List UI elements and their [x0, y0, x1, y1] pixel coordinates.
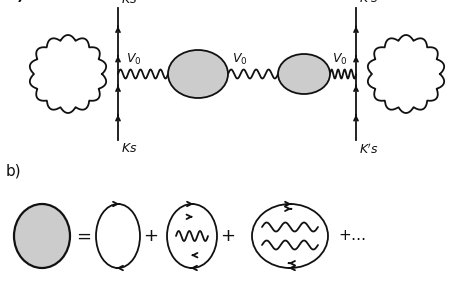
Ellipse shape [252, 204, 328, 268]
Ellipse shape [167, 204, 217, 268]
Ellipse shape [168, 50, 228, 98]
Text: b): b) [6, 163, 22, 178]
Text: $V_0$: $V_0$ [232, 52, 247, 67]
Text: $Ks$: $Ks$ [121, 0, 137, 6]
Text: $=$: $=$ [73, 227, 91, 245]
Polygon shape [30, 35, 106, 113]
Text: $Ks$: $Ks$ [121, 142, 137, 155]
Ellipse shape [96, 204, 140, 268]
Text: $+$: $+$ [144, 227, 159, 245]
Text: $K{'}s$: $K{'}s$ [359, 142, 378, 157]
Text: $\bf{a)}$: $\bf{a)}$ [6, 0, 24, 4]
Text: $K{'}s$: $K{'}s$ [359, 0, 378, 6]
Text: $V_0$: $V_0$ [332, 52, 347, 67]
Ellipse shape [14, 204, 70, 268]
Text: $+\ldots$: $+\ldots$ [338, 229, 366, 244]
Ellipse shape [278, 54, 330, 94]
Text: $V_0$: $V_0$ [126, 52, 142, 67]
Polygon shape [368, 35, 444, 113]
Text: $+$: $+$ [220, 227, 236, 245]
